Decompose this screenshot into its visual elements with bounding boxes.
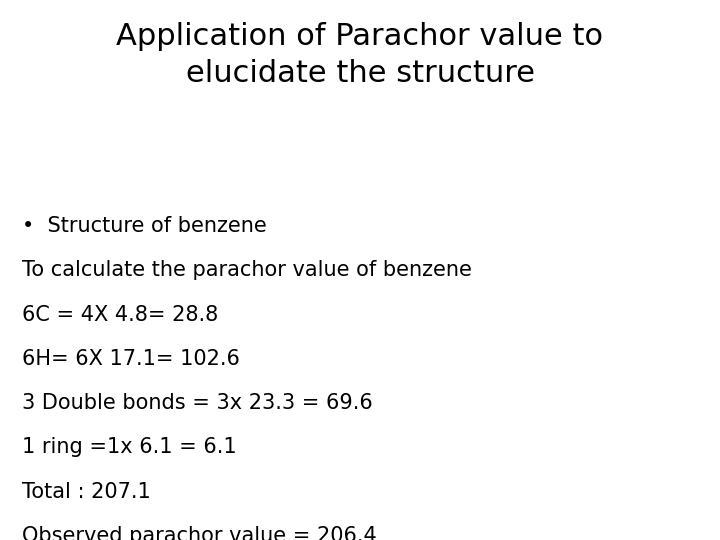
Text: 1 ring =1x 6.1 = 6.1: 1 ring =1x 6.1 = 6.1	[22, 437, 236, 457]
Text: Total : 207.1: Total : 207.1	[22, 482, 150, 502]
Text: To calculate the parachor value of benzene: To calculate the parachor value of benze…	[22, 260, 472, 280]
Text: •  Structure of benzene: • Structure of benzene	[22, 216, 266, 236]
Text: Observed parachor value = 206.4: Observed parachor value = 206.4	[22, 526, 377, 540]
Text: 6H= 6X 17.1= 102.6: 6H= 6X 17.1= 102.6	[22, 349, 240, 369]
Text: 6C = 4X 4.8= 28.8: 6C = 4X 4.8= 28.8	[22, 305, 218, 325]
Text: Application of Parachor value to
elucidate the structure: Application of Parachor value to elucida…	[117, 22, 603, 87]
Text: 3 Double bonds = 3x 23.3 = 69.6: 3 Double bonds = 3x 23.3 = 69.6	[22, 393, 372, 413]
